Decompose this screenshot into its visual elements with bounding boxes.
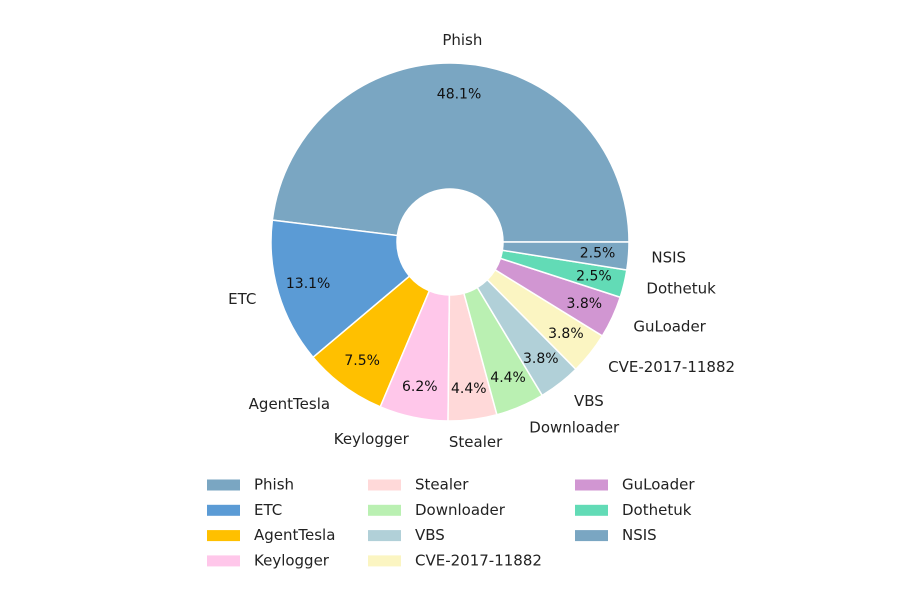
slice-phish bbox=[271, 62, 630, 243]
slice-label-nsis: NSIS bbox=[651, 248, 686, 266]
legend-swatch-stealer bbox=[368, 479, 401, 491]
legend-swatch-phish bbox=[207, 479, 240, 491]
legend-label-vbs: VBS bbox=[415, 526, 445, 544]
pie-labels: 48.1% Phish 13.1% ETC 7.5% AgentTesla 6.2% Keyl… bbox=[228, 31, 735, 451]
slice-label-stealer: Stealer bbox=[449, 433, 503, 451]
legend-label-dothetuk: Dothetuk bbox=[622, 501, 692, 519]
legend-label-nsis: NSIS bbox=[622, 526, 657, 544]
legend-label-stealer: Stealer bbox=[415, 476, 469, 494]
legend-swatch-agenttesla bbox=[207, 530, 240, 542]
pct-label-nsis: 2.5% bbox=[580, 246, 616, 262]
legend-label-keylogger: Keylogger bbox=[254, 551, 330, 569]
legend-swatch-dothetuk bbox=[575, 504, 608, 516]
pct-label-stealer: 4.4% bbox=[451, 381, 487, 397]
pct-label-keylogger: 6.2% bbox=[402, 379, 438, 395]
slice-label-vbs: VBS bbox=[574, 392, 604, 410]
pie-slices bbox=[270, 62, 630, 422]
legend-label-guloader: GuLoader bbox=[622, 476, 695, 494]
legend-swatch-guloader bbox=[575, 479, 608, 491]
pct-label-cve-2017-11882: 3.8% bbox=[548, 326, 584, 342]
slice-label-downloader: Downloader bbox=[529, 418, 620, 436]
legend-label-agenttesla: AgentTesla bbox=[254, 526, 335, 544]
slice-label-cve-2017-11882: CVE-2017-11882 bbox=[608, 358, 735, 376]
legend-label-cve-2017-11882: CVE-2017-11882 bbox=[415, 551, 542, 569]
legend-swatch-keylogger bbox=[207, 555, 240, 567]
legend-label-etc: ETC bbox=[254, 501, 282, 519]
slice-label-keylogger: Keylogger bbox=[334, 430, 410, 448]
pct-label-phish: 48.1% bbox=[437, 86, 481, 102]
pct-label-etc: 13.1% bbox=[286, 276, 330, 292]
slice-label-dothetuk: Dothetuk bbox=[646, 280, 716, 298]
pct-label-downloader: 4.4% bbox=[490, 370, 526, 386]
slice-label-etc: ETC bbox=[228, 290, 256, 308]
slice-label-agenttesla: AgentTesla bbox=[249, 395, 330, 413]
legend-swatch-vbs bbox=[368, 530, 401, 542]
slice-nsis bbox=[501, 241, 630, 271]
slice-label-phish: Phish bbox=[442, 31, 482, 49]
legend: Phish ETC AgentTesla Keylogger Stealer Downlo… bbox=[207, 476, 695, 569]
slice-etc bbox=[270, 219, 411, 359]
legend-label-downloader: Downloader bbox=[415, 501, 506, 519]
legend-swatch-downloader bbox=[368, 504, 401, 516]
pct-label-vbs: 3.8% bbox=[523, 351, 559, 367]
legend-swatch-etc bbox=[207, 504, 240, 516]
pct-label-dothetuk: 2.5% bbox=[576, 269, 612, 285]
legend-swatch-nsis bbox=[575, 530, 608, 542]
pct-label-agenttesla: 7.5% bbox=[344, 353, 380, 369]
legend-swatch-cve-2017-11882 bbox=[368, 555, 401, 567]
pct-label-guloader: 3.8% bbox=[567, 296, 603, 312]
slice-label-guloader: GuLoader bbox=[633, 317, 706, 335]
legend-label-phish: Phish bbox=[254, 476, 294, 494]
